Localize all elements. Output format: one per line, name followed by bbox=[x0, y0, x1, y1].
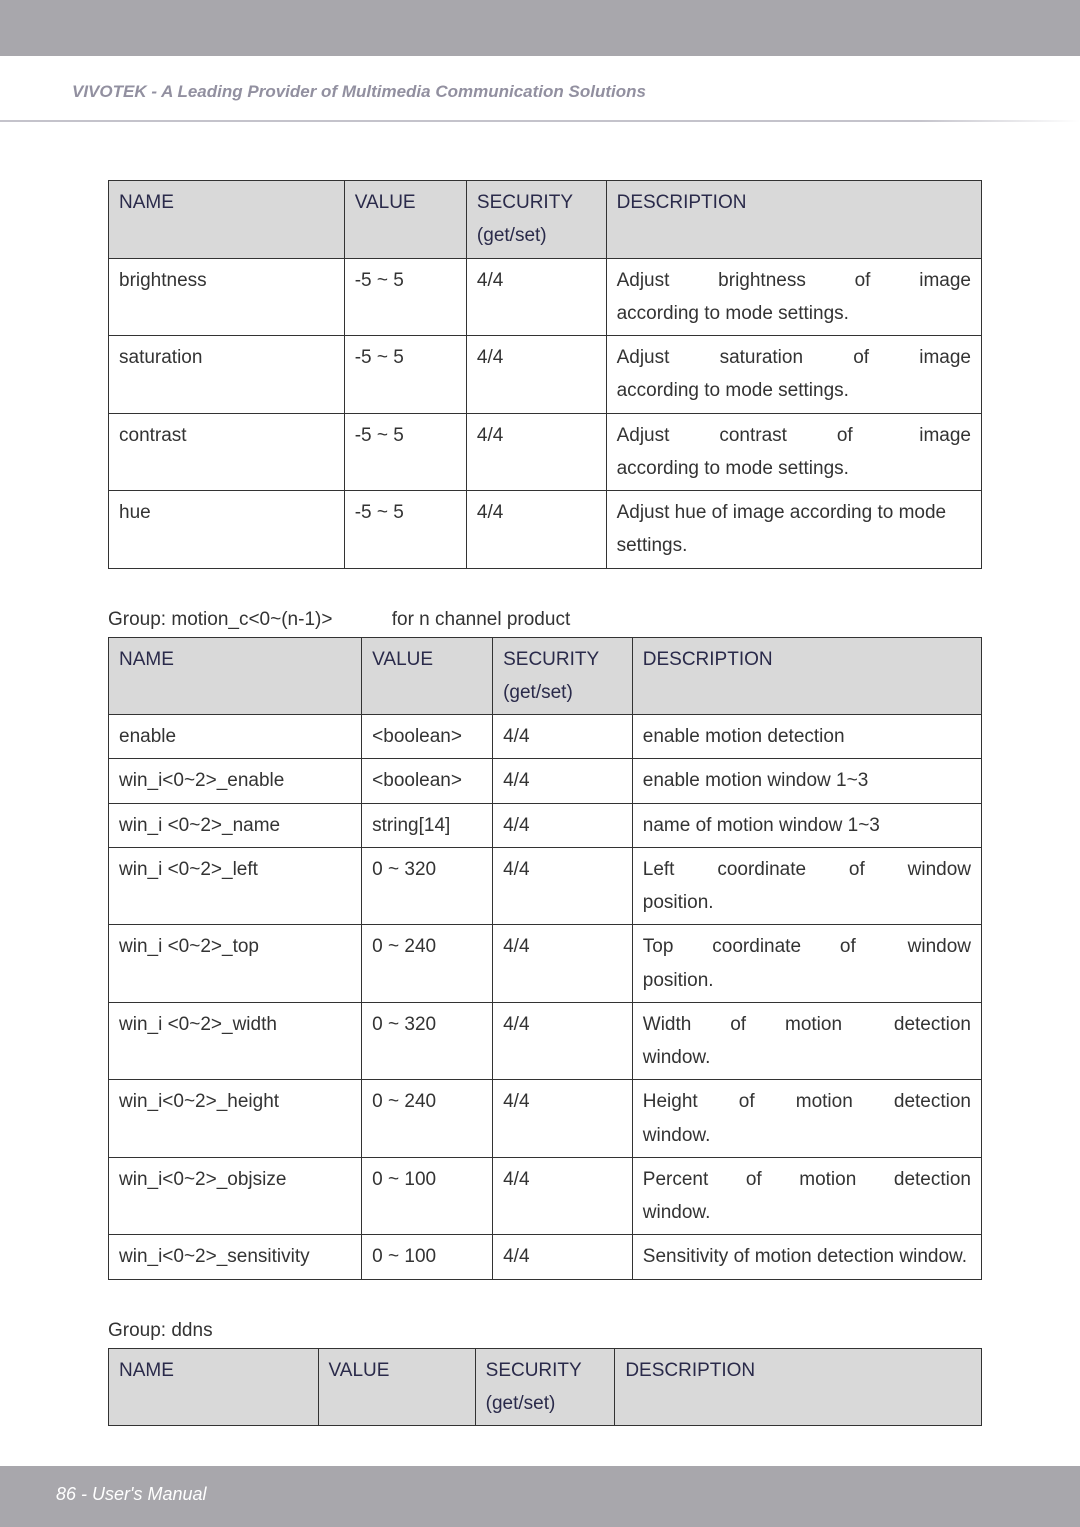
table-row: win_i <0~2>_top 0 ~ 240 4/4 Top coordina… bbox=[109, 925, 982, 1003]
group-label-text: Group: ddns bbox=[108, 1320, 213, 1342]
cell-security: 4/4 bbox=[466, 491, 606, 569]
cell-value: <boolean> bbox=[362, 715, 493, 759]
cell-name: enable bbox=[109, 715, 362, 759]
cell-value: 0 ~ 240 bbox=[362, 1080, 493, 1158]
table-row: contrast -5 ~ 5 4/4 Adjust contrast of i… bbox=[109, 413, 982, 491]
cell-security: 4/4 bbox=[466, 336, 606, 414]
image-params-table: NAME VALUE SECURITY (get/set) DESCRIPTIO… bbox=[108, 180, 982, 569]
table-header-row: NAME VALUE SECURITY (get/set) DESCRIPTIO… bbox=[109, 1348, 982, 1426]
col-header-description: DESCRIPTION bbox=[606, 181, 981, 259]
cell-value: 0 ~ 320 bbox=[362, 1002, 493, 1080]
col-header-name: NAME bbox=[109, 637, 362, 715]
cell-description: Adjust contrast of image according to mo… bbox=[606, 413, 981, 491]
table-row: enable <boolean> 4/4 enable motion detec… bbox=[109, 715, 982, 759]
header-divider bbox=[0, 120, 1080, 122]
cell-description: Width of motion detection window. bbox=[632, 1002, 981, 1080]
table-row: win_i <0~2>_name string[14] 4/4 name of … bbox=[109, 803, 982, 847]
header-title: VIVOTEK - A Leading Provider of Multimed… bbox=[72, 82, 1080, 102]
cell-value: -5 ~ 5 bbox=[344, 258, 466, 336]
table-row: win_i<0~2>_sensitivity 0 ~ 100 4/4 Sensi… bbox=[109, 1235, 982, 1279]
cell-value: <boolean> bbox=[362, 759, 493, 803]
group-suffix-text: for n channel product bbox=[392, 609, 571, 631]
cell-name: win_i <0~2>_top bbox=[109, 925, 362, 1003]
cell-value: 0 ~ 240 bbox=[362, 925, 493, 1003]
table-row: win_i <0~2>_width 0 ~ 320 4/4 Width of m… bbox=[109, 1002, 982, 1080]
col-header-value: VALUE bbox=[318, 1348, 475, 1426]
col-header-description: DESCRIPTION bbox=[615, 1348, 982, 1426]
cell-description: enable motion detection bbox=[632, 715, 981, 759]
cell-security: 4/4 bbox=[493, 847, 633, 925]
ddns-params-table: NAME VALUE SECURITY (get/set) DESCRIPTIO… bbox=[108, 1348, 982, 1427]
cell-name: contrast bbox=[109, 413, 345, 491]
cell-name: win_i <0~2>_left bbox=[109, 847, 362, 925]
cell-value: 0 ~ 100 bbox=[362, 1157, 493, 1235]
cell-name: win_i<0~2>_height bbox=[109, 1080, 362, 1158]
cell-security: 4/4 bbox=[493, 715, 633, 759]
cell-name: win_i<0~2>_enable bbox=[109, 759, 362, 803]
group-label-text: Group: motion_c<0~(n-1)> bbox=[108, 609, 332, 631]
table-row: saturation -5 ~ 5 4/4 Adjust saturation … bbox=[109, 336, 982, 414]
cell-description: Adjust brightness of image according to … bbox=[606, 258, 981, 336]
cell-security: 4/4 bbox=[493, 1235, 633, 1279]
col-header-value: VALUE bbox=[344, 181, 466, 259]
cell-name: win_i <0~2>_name bbox=[109, 803, 362, 847]
table-row: win_i<0~2>_height 0 ~ 240 4/4 Height of … bbox=[109, 1080, 982, 1158]
group-motion-label: Group: motion_c<0~(n-1)> for n channel p… bbox=[108, 609, 982, 631]
cell-security: 4/4 bbox=[466, 258, 606, 336]
table-row: hue -5 ~ 5 4/4 Adjust hue of image accor… bbox=[109, 491, 982, 569]
cell-security: 4/4 bbox=[493, 803, 633, 847]
motion-params-table: NAME VALUE SECURITY (get/set) DESCRIPTIO… bbox=[108, 637, 982, 1280]
cell-description: Adjust hue of image according to mode se… bbox=[606, 491, 981, 569]
col-header-description: DESCRIPTION bbox=[632, 637, 981, 715]
cell-security: 4/4 bbox=[493, 925, 633, 1003]
table-row: win_i<0~2>_enable <boolean> 4/4 enable m… bbox=[109, 759, 982, 803]
cell-value: -5 ~ 5 bbox=[344, 413, 466, 491]
cell-security: 4/4 bbox=[493, 759, 633, 803]
col-header-security: SECURITY (get/set) bbox=[475, 1348, 615, 1426]
cell-value: -5 ~ 5 bbox=[344, 336, 466, 414]
page-header: VIVOTEK - A Leading Provider of Multimed… bbox=[0, 56, 1080, 120]
cell-name: saturation bbox=[109, 336, 345, 414]
cell-description: Top coordinate of window position. bbox=[632, 925, 981, 1003]
cell-name: hue bbox=[109, 491, 345, 569]
cell-value: 0 ~ 100 bbox=[362, 1235, 493, 1279]
cell-name: win_i<0~2>_sensitivity bbox=[109, 1235, 362, 1279]
col-header-name: NAME bbox=[109, 181, 345, 259]
cell-description: Adjust saturation of image according to … bbox=[606, 336, 981, 414]
cell-security: 4/4 bbox=[466, 413, 606, 491]
cell-name: win_i <0~2>_width bbox=[109, 1002, 362, 1080]
cell-description: Sensitivity of motion detection window. bbox=[632, 1235, 981, 1279]
col-header-name: NAME bbox=[109, 1348, 319, 1426]
table-row: win_i <0~2>_left 0 ~ 320 4/4 Left coordi… bbox=[109, 847, 982, 925]
cell-name: brightness bbox=[109, 258, 345, 336]
cell-value: string[14] bbox=[362, 803, 493, 847]
table-header-row: NAME VALUE SECURITY (get/set) DESCRIPTIO… bbox=[109, 181, 982, 259]
table-row: brightness -5 ~ 5 4/4 Adjust brightness … bbox=[109, 258, 982, 336]
footer-text: 86 - User's Manual bbox=[56, 1484, 207, 1504]
cell-description: Left coordinate of window position. bbox=[632, 847, 981, 925]
cell-name: win_i<0~2>_objsize bbox=[109, 1157, 362, 1235]
cell-security: 4/4 bbox=[493, 1157, 633, 1235]
col-header-value: VALUE bbox=[362, 637, 493, 715]
col-header-security: SECURITY (get/set) bbox=[493, 637, 633, 715]
cell-value: -5 ~ 5 bbox=[344, 491, 466, 569]
top-band bbox=[0, 0, 1080, 56]
cell-security: 4/4 bbox=[493, 1002, 633, 1080]
cell-description: Height of motion detection window. bbox=[632, 1080, 981, 1158]
col-header-security: SECURITY (get/set) bbox=[466, 181, 606, 259]
table-row: win_i<0~2>_objsize 0 ~ 100 4/4 Percent o… bbox=[109, 1157, 982, 1235]
cell-description: Percent of motion detection window. bbox=[632, 1157, 981, 1235]
page-footer: 86 - User's Manual bbox=[0, 1466, 1080, 1527]
cell-security: 4/4 bbox=[493, 1080, 633, 1158]
cell-description: name of motion window 1~3 bbox=[632, 803, 981, 847]
table-header-row: NAME VALUE SECURITY (get/set) DESCRIPTIO… bbox=[109, 637, 982, 715]
cell-description: enable motion window 1~3 bbox=[632, 759, 981, 803]
group-ddns-label: Group: ddns bbox=[108, 1320, 982, 1342]
cell-value: 0 ~ 320 bbox=[362, 847, 493, 925]
content-area: NAME VALUE SECURITY (get/set) DESCRIPTIO… bbox=[0, 180, 1080, 1426]
